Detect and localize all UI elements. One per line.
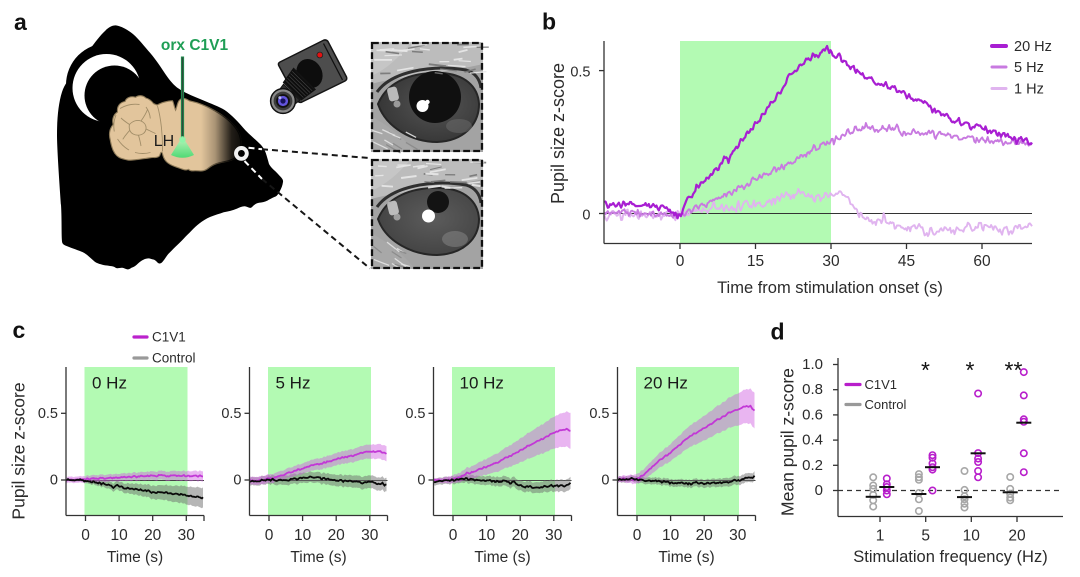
svg-text:0: 0: [601, 473, 609, 489]
svg-text:Time (s): Time (s): [474, 549, 530, 566]
svg-text:Stimulation frequency (Hz): Stimulation frequency (Hz): [853, 548, 1047, 566]
svg-text:Time (s): Time (s): [107, 549, 163, 566]
svg-text:*: *: [966, 357, 975, 383]
svg-text:5 Hz: 5 Hz: [276, 374, 311, 393]
svg-text:0: 0: [815, 482, 823, 499]
svg-text:C1V1: C1V1: [865, 377, 898, 392]
svg-text:10 Hz: 10 Hz: [460, 374, 504, 393]
svg-text:20: 20: [144, 527, 162, 544]
svg-text:0: 0: [81, 527, 90, 544]
svg-text:0: 0: [417, 473, 425, 489]
svg-text:0: 0: [582, 208, 590, 224]
svg-text:a: a: [14, 9, 27, 35]
svg-text:Pupil size z-score: Pupil size z-score: [548, 63, 568, 204]
svg-text:30: 30: [361, 527, 379, 544]
svg-text:20: 20: [1008, 528, 1026, 545]
svg-text:5 Hz: 5 Hz: [1014, 60, 1044, 76]
svg-text:c: c: [13, 317, 26, 343]
svg-text:0: 0: [50, 473, 58, 489]
svg-text:0: 0: [676, 253, 685, 270]
svg-text:20 Hz: 20 Hz: [644, 374, 688, 393]
svg-text:orx C1V1: orx C1V1: [161, 37, 229, 54]
svg-text:Control: Control: [152, 351, 196, 366]
svg-text:60: 60: [973, 253, 991, 270]
svg-text:10: 10: [662, 527, 680, 544]
svg-text:b: b: [542, 9, 556, 35]
svg-text:10: 10: [478, 527, 496, 544]
svg-text:10: 10: [963, 528, 981, 545]
svg-text:Time (s): Time (s): [658, 549, 714, 566]
svg-text:20: 20: [328, 527, 346, 544]
svg-text:Pupil size z-score: Pupil size z-score: [9, 382, 29, 519]
svg-text:15: 15: [747, 253, 764, 270]
svg-text:0.5: 0.5: [570, 65, 590, 81]
svg-text:5: 5: [921, 528, 930, 545]
svg-text:Mean pupil z-score: Mean pupil z-score: [778, 368, 798, 516]
svg-text:**: **: [1005, 357, 1023, 383]
svg-text:Time (s): Time (s): [290, 549, 346, 566]
svg-text:0.2: 0.2: [802, 457, 823, 474]
svg-text:20: 20: [512, 527, 530, 544]
svg-text:Control: Control: [865, 397, 907, 412]
svg-text:45: 45: [898, 253, 915, 270]
svg-text:0.4: 0.4: [802, 432, 823, 449]
svg-text:0.5: 0.5: [405, 406, 425, 422]
svg-text:30: 30: [545, 527, 563, 544]
svg-text:LH: LH: [154, 133, 174, 150]
svg-text:1 Hz: 1 Hz: [1014, 82, 1044, 98]
svg-text:0: 0: [449, 527, 458, 544]
svg-text:C1V1: C1V1: [152, 330, 186, 345]
svg-text:30: 30: [178, 527, 196, 544]
svg-text:30: 30: [729, 527, 747, 544]
svg-text:0.5: 0.5: [589, 406, 609, 422]
svg-text:Time from stimulation onset (s: Time from stimulation onset (s): [717, 279, 943, 297]
svg-text:*: *: [921, 357, 930, 383]
svg-text:0: 0: [633, 527, 642, 544]
svg-text:0: 0: [233, 473, 241, 489]
svg-text:0.8: 0.8: [802, 381, 823, 398]
svg-text:20 Hz: 20 Hz: [1014, 39, 1052, 55]
svg-text:0 Hz: 0 Hz: [92, 374, 127, 393]
svg-text:1: 1: [876, 528, 885, 545]
svg-text:20: 20: [696, 527, 714, 544]
svg-text:0.6: 0.6: [802, 406, 823, 423]
svg-text:d: d: [771, 319, 785, 345]
svg-text:30: 30: [822, 253, 840, 270]
svg-text:0.5: 0.5: [221, 406, 241, 422]
svg-text:10: 10: [110, 527, 128, 544]
svg-text:0: 0: [265, 527, 274, 544]
svg-text:0.5: 0.5: [38, 406, 58, 422]
svg-text:10: 10: [294, 527, 312, 544]
svg-text:1.0: 1.0: [802, 356, 823, 373]
